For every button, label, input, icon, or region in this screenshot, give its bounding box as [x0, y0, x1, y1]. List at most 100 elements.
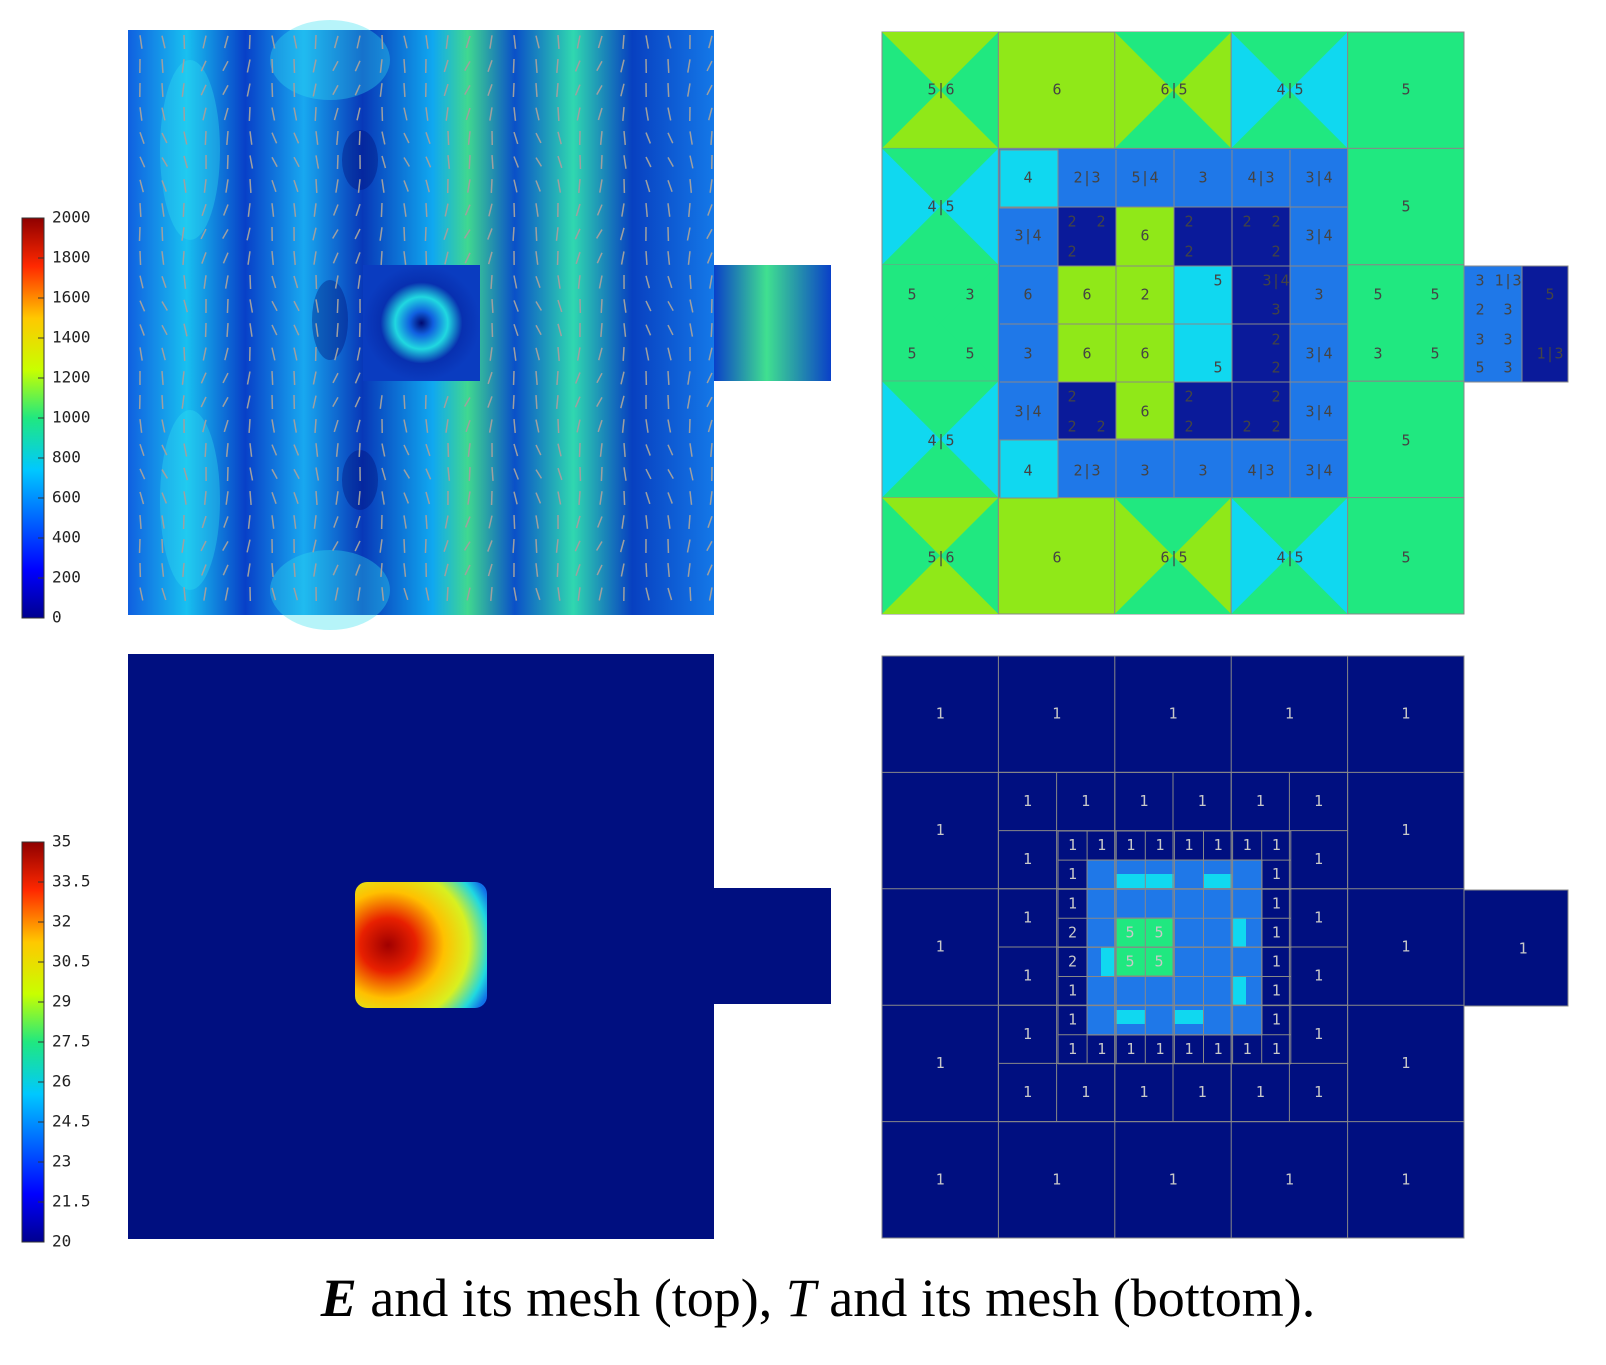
mesh-cell	[1348, 265, 1464, 381]
mesh-label: 6	[1140, 227, 1149, 245]
arrow	[623, 347, 624, 361]
mesh-label: 3|4	[1305, 169, 1332, 187]
mesh-label: 1	[1198, 1083, 1207, 1101]
mesh-label: 4|3	[1247, 462, 1274, 480]
mesh-label: 1	[1097, 1040, 1106, 1058]
mesh-label: 2	[1242, 418, 1251, 436]
colorbar-tick-label: 20	[52, 1232, 71, 1251]
mesh-label: 6	[1082, 345, 1091, 363]
mesh-label: 1	[1126, 1040, 1135, 1058]
mesh-label: 1	[1139, 792, 1148, 810]
mesh-label: 4|5	[927, 432, 954, 450]
mesh-label: 1	[1068, 865, 1077, 883]
arrow	[316, 179, 317, 193]
colorbar-tick-label: 27.5	[52, 1032, 91, 1051]
arrow	[359, 443, 360, 457]
mesh-label: 3	[1023, 345, 1032, 363]
mesh-cell	[1522, 266, 1568, 382]
mesh-cell	[1174, 1010, 1203, 1024]
arrow	[140, 203, 141, 217]
arrow	[183, 251, 184, 265]
mesh-label: 2	[1067, 418, 1076, 436]
mesh-label: 1	[1285, 1170, 1294, 1188]
arrow	[557, 371, 558, 385]
colorbar-tick-label: 30.5	[52, 952, 91, 971]
mesh-label: 3|4	[1262, 272, 1289, 290]
arrow	[668, 395, 669, 409]
mesh-label: 5	[1401, 432, 1410, 450]
arrow	[689, 515, 690, 529]
figure: 5|666|54|5542|35|434|33|44|553|463|42222…	[0, 0, 1606, 1365]
arrow	[249, 35, 250, 49]
mesh-label: 3	[1314, 286, 1323, 304]
mesh-label: 1	[1272, 1011, 1281, 1029]
arrow	[624, 491, 625, 505]
mesh-label: 1	[936, 938, 945, 956]
arrow	[601, 155, 602, 169]
arrow	[381, 203, 382, 217]
arrow	[404, 83, 405, 97]
arrow	[558, 419, 559, 433]
mesh-label: 4	[1023, 169, 1032, 187]
mesh-label: 1	[1272, 923, 1281, 941]
mesh-label: 1|3	[1494, 272, 1521, 290]
mesh-label: 1	[1168, 705, 1177, 723]
mesh-label: 3	[1271, 301, 1280, 319]
colorbar-tick-label: 200	[52, 568, 81, 587]
mesh-label: 3|4	[1305, 403, 1332, 421]
mesh-label: 5	[965, 345, 974, 363]
mesh-label: 3|4	[1305, 227, 1332, 245]
arrow	[404, 59, 405, 73]
mesh-label: 1	[1401, 1170, 1410, 1188]
arrow	[315, 35, 316, 49]
mesh-label: 4|5	[927, 198, 954, 216]
mesh-label: 1	[1243, 836, 1252, 854]
caption: E and its mesh (top), T and its mesh (bo…	[320, 1268, 1315, 1328]
arrow	[382, 35, 383, 49]
arrow	[250, 275, 251, 289]
arrow	[513, 59, 514, 73]
mesh-label: 1	[1285, 705, 1294, 723]
mesh-label: 1	[1184, 1040, 1193, 1058]
mesh-label: 1	[1314, 967, 1323, 985]
mesh-label: 3|4	[1014, 227, 1041, 245]
colorbar-tick-label: 400	[52, 528, 81, 547]
mesh-label: 1	[1272, 1040, 1281, 1058]
caption-part: and its mesh (bottom).	[816, 1268, 1315, 1328]
mesh-label: 1	[1023, 792, 1032, 810]
mesh-label: 4	[1023, 462, 1032, 480]
mesh-label: 2	[1140, 286, 1149, 304]
mesh-label: 1	[1272, 982, 1281, 1000]
mesh-label: 1	[1314, 1025, 1323, 1043]
arrow	[294, 563, 295, 577]
mesh-label: 1	[1272, 894, 1281, 912]
arrow	[513, 227, 514, 241]
arrow	[513, 539, 514, 553]
mesh-label: 5	[1125, 953, 1134, 971]
mesh-label: 5	[1545, 286, 1554, 304]
colorbar-tick-label: 21.5	[52, 1192, 91, 1211]
mesh-label: 6	[1082, 286, 1091, 304]
mesh-label: 5	[1373, 286, 1382, 304]
mesh-label: 2	[1184, 243, 1193, 261]
mesh-label: 1	[1139, 1083, 1148, 1101]
mesh-label: 5	[907, 286, 916, 304]
mesh-label: 6	[1023, 286, 1032, 304]
mesh-label: 1	[936, 705, 945, 723]
mesh-label: 3	[1475, 272, 1484, 290]
colorbar-tick-label: 26	[52, 1072, 71, 1091]
arrow	[491, 275, 492, 289]
mesh-label: 2	[1068, 923, 1077, 941]
mesh-label: 2	[1271, 213, 1280, 231]
mesh-cell	[1116, 874, 1145, 888]
mesh-label: 1	[1272, 952, 1281, 970]
mesh-cell	[1464, 890, 1568, 1006]
colorbar-tick-label: 24.5	[52, 1112, 91, 1131]
mesh-label: 5|4	[1131, 169, 1158, 187]
colorbar-tick-label: 1000	[52, 408, 91, 427]
mesh-label: 1	[1023, 1083, 1032, 1101]
arrow	[205, 131, 206, 145]
arrow	[162, 395, 163, 409]
mesh-label: 1	[1401, 705, 1410, 723]
mesh-label: 1	[1126, 836, 1135, 854]
